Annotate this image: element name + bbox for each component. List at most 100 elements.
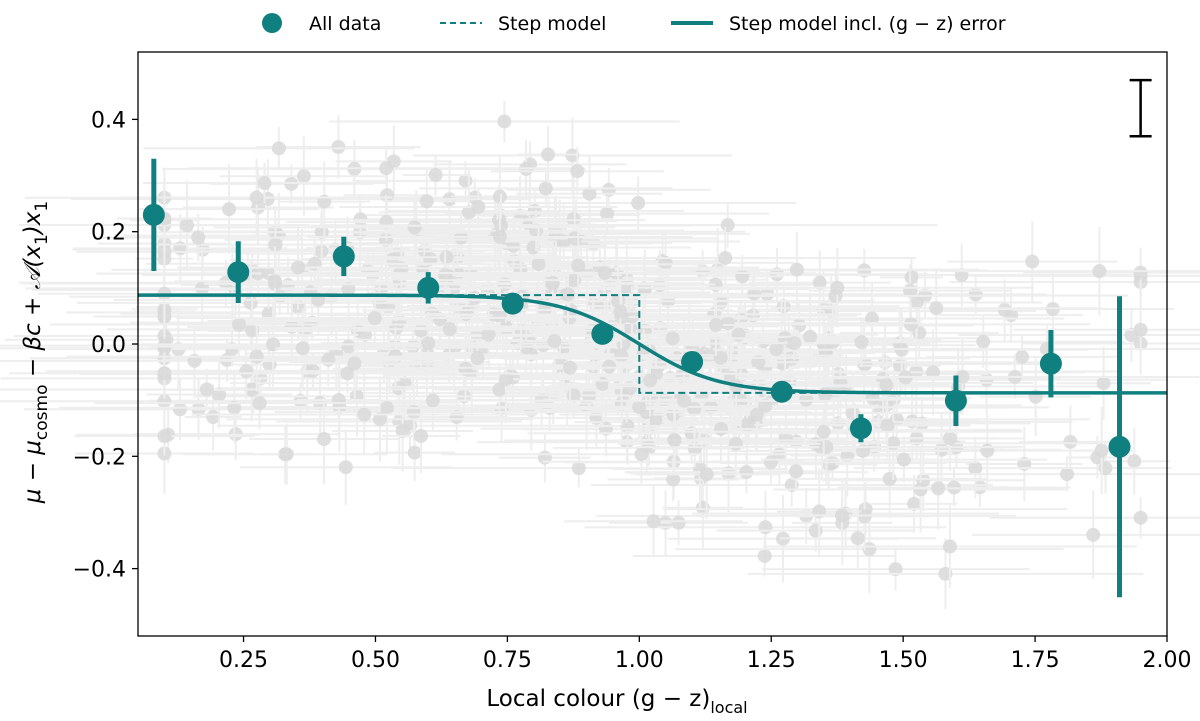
background-point (757, 548, 772, 563)
background-point (180, 218, 195, 233)
binned-point (681, 350, 704, 373)
background-point (257, 176, 272, 191)
background-point (218, 275, 233, 290)
background-point (646, 514, 661, 529)
background-point (882, 471, 897, 486)
y-tick-label: −0.4 (73, 558, 126, 583)
background-point (1133, 322, 1148, 337)
background-point (199, 382, 214, 397)
background-point (747, 286, 762, 301)
y-tick-label: 0.0 (91, 333, 126, 358)
background-point (968, 461, 983, 476)
background-point (414, 428, 429, 443)
background-point (980, 443, 995, 458)
background-point (1063, 434, 1078, 449)
background-point (439, 250, 454, 265)
background-point (666, 472, 681, 487)
background-point (731, 327, 746, 342)
background-point (414, 323, 429, 338)
background-point (157, 429, 172, 444)
background-point (407, 220, 422, 235)
background-point (634, 447, 649, 462)
background-point (792, 318, 807, 333)
background-point (545, 276, 560, 291)
background-point (637, 282, 652, 297)
background-point (687, 441, 702, 456)
background-point (739, 465, 754, 480)
background-point (372, 412, 387, 427)
binned-point (849, 417, 872, 440)
background-point (812, 275, 827, 290)
background-point (864, 311, 879, 326)
legend-label-smooth-step: Step model incl. (g − z) error (729, 13, 1006, 35)
x-tick-label: 2.00 (1143, 648, 1192, 673)
background-point (470, 351, 485, 366)
background-point (347, 356, 362, 371)
y-axis-label: μ − μcosmo − βc + 𝒜(x1)x1 (20, 201, 52, 504)
smooth-step-model-line (138, 293, 1167, 395)
background-point (421, 336, 436, 351)
legend-label-step-model: Step model (498, 13, 606, 35)
background-point (423, 252, 438, 267)
background-point (296, 169, 311, 184)
background-point (227, 400, 242, 415)
background-point (942, 539, 957, 554)
background-point (538, 181, 553, 196)
background-point (295, 341, 310, 356)
background-point (789, 464, 804, 479)
binned-point (227, 261, 250, 284)
background-point (458, 361, 473, 376)
background-point (1098, 461, 1113, 476)
background-point (243, 295, 258, 310)
background-point (379, 401, 394, 416)
background-point (571, 461, 586, 476)
background-scatter-layer (0, 100, 1200, 610)
binned-point (332, 245, 355, 268)
background-point (896, 452, 911, 467)
background-point (1096, 376, 1111, 391)
binned-point (944, 389, 967, 412)
y-tick-label: −0.2 (73, 445, 126, 470)
x-tick-label: 0.75 (483, 648, 532, 673)
binned-point (417, 276, 440, 299)
x-tick-label: 1.50 (879, 648, 928, 673)
background-point (671, 515, 686, 530)
binned-point (770, 380, 793, 403)
background-point (570, 164, 585, 179)
y-tick-label: 0.2 (91, 221, 126, 246)
background-point (675, 368, 690, 383)
background-point (677, 393, 692, 408)
background-point (830, 280, 845, 295)
background-point (566, 212, 581, 227)
background-point (367, 310, 382, 325)
background-point (600, 206, 615, 221)
background-point (907, 496, 922, 511)
background-point (913, 482, 928, 497)
background-point (929, 301, 944, 316)
background-point (232, 317, 247, 332)
background-point (172, 402, 187, 417)
binned-point (142, 203, 165, 226)
background-point (212, 387, 227, 402)
background-point (1025, 254, 1040, 269)
background-point (789, 262, 804, 277)
background-point (249, 190, 264, 205)
background-point (173, 241, 188, 256)
binned-point (1039, 352, 1062, 375)
background-point (331, 393, 346, 408)
background-point (419, 194, 434, 209)
background-point (252, 396, 267, 411)
background-point (699, 467, 714, 482)
background-point (357, 407, 372, 422)
background-point (631, 195, 646, 210)
background-point (267, 274, 282, 289)
background-point (888, 562, 903, 577)
background-point (776, 299, 791, 314)
models-layer (138, 293, 1167, 395)
background-point (541, 147, 556, 162)
y-axis-ticks: −0.4 −0.2 0.0 0.2 0.4 (73, 108, 138, 583)
background-point (1060, 467, 1075, 482)
y-tick-label: 0.4 (91, 108, 126, 133)
background-point (850, 531, 865, 546)
background-point (749, 407, 764, 422)
